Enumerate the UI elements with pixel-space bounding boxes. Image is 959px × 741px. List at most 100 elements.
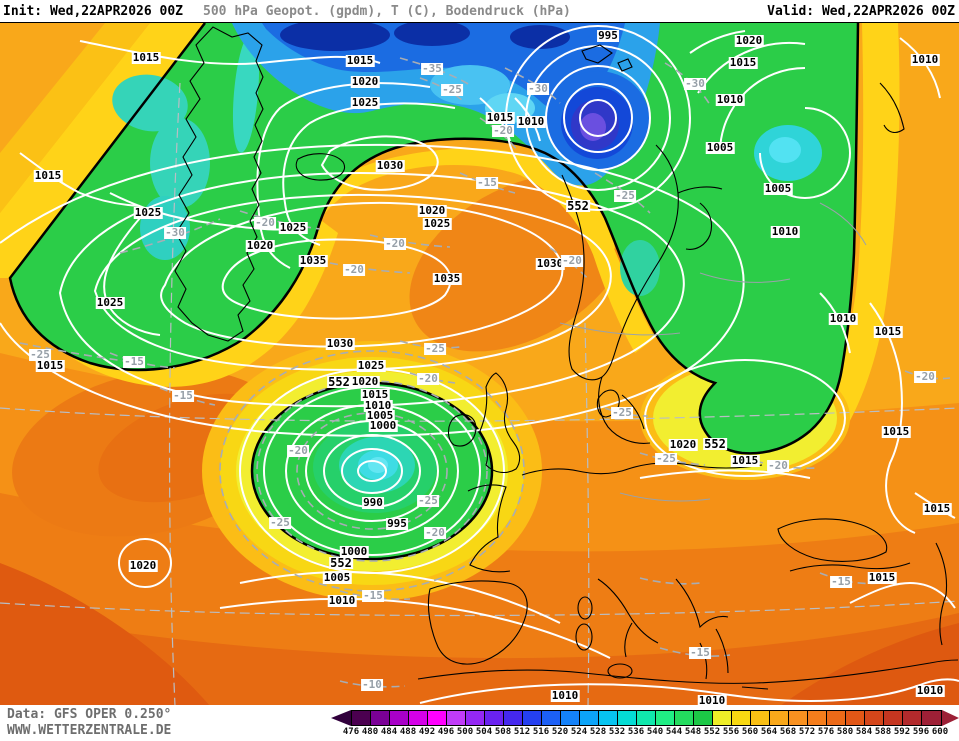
- data-source: Data: GFS OPER 0.250°: [7, 707, 172, 722]
- temperature-contour-label: -25: [29, 348, 51, 361]
- temperature-contour-label: -15: [362, 589, 384, 602]
- colorbar-swatch: [846, 711, 865, 725]
- colorbar-swatch: [675, 711, 694, 725]
- colorbar-swatch: [789, 711, 808, 725]
- pressure-contour-label: 1010: [697, 694, 727, 707]
- map-area: 1015 1015 1020 1025 995 1020 1015 1010 1010 1015 1…: [0, 22, 959, 707]
- colorbar-tick-label: 592: [893, 727, 911, 737]
- pressure-contour-label: 995: [386, 517, 408, 530]
- pressure-contour-label: 1010: [550, 689, 580, 702]
- init-time: Init: Wed,22APR2026 00Z: [3, 3, 184, 19]
- colorbar-swatch: [428, 711, 447, 725]
- temperature-contour-label: -20: [767, 459, 789, 472]
- pressure-contour-label: 1025: [133, 206, 163, 219]
- pressure-contour-label: 1000: [368, 419, 398, 432]
- website-url: WWW.WETTERZENTRALE.DE: [7, 723, 172, 738]
- pressure-contour-label: 1015: [360, 388, 390, 401]
- colorbar-tick-label: 560: [741, 727, 759, 737]
- temperature-contour-label: -10: [361, 678, 383, 691]
- temperature-contour-label: -25: [614, 189, 636, 202]
- colorbar-right-arrow-icon: [942, 710, 959, 726]
- colorbar-swatch: [922, 711, 941, 725]
- colorbar-swatch: [447, 711, 466, 725]
- colorbar-tick-label: 540: [646, 727, 664, 737]
- colorbar-tick-label: 484: [380, 727, 398, 737]
- pressure-contour-label: 1005: [322, 571, 352, 584]
- colorbar-tick-label: 476: [342, 727, 360, 737]
- pressure-contour-label: 1020: [734, 34, 764, 47]
- valid-time: Valid: Wed,22APR2026 00Z: [767, 3, 955, 19]
- pressure-contour-label: 1010: [910, 53, 940, 66]
- colorbar-swatch: [865, 711, 884, 725]
- colorbar-tick-label: 508: [494, 727, 512, 737]
- pressure-contour-label: 1000: [339, 545, 369, 558]
- geopotential-colorbar: 476 480 484 488 492 496 500 504 508 512 516 520 524 5…: [331, 710, 959, 740]
- temperature-contour-label: -30: [684, 77, 706, 90]
- pressure-contour-label: 1020: [417, 204, 447, 217]
- colorbar-tick-label: 596: [912, 727, 930, 737]
- pressure-contour-label: 1010: [327, 594, 357, 607]
- temperature-contour-label: -25: [441, 83, 463, 96]
- colorbar-swatch-row: [331, 710, 959, 726]
- pressure-contour-label: 1010: [715, 93, 745, 106]
- pressure-contour-label: 1030: [325, 337, 355, 350]
- temperature-contour-label: -15: [123, 355, 145, 368]
- colorbar-tick-label: 492: [418, 727, 436, 737]
- colorbar-swatch: [504, 711, 523, 725]
- pressure-contour-label: 1025: [356, 359, 386, 372]
- pressure-contour-label: 990: [362, 496, 384, 509]
- temperature-contour-label: -25: [417, 494, 439, 507]
- pressure-contour-label: 1015: [728, 56, 758, 69]
- pressure-contour-label: 1035: [432, 272, 462, 285]
- temperature-contour-label: -20: [424, 526, 446, 539]
- colorbar-tick-label: 480: [361, 727, 379, 737]
- temperature-contour-label: -15: [476, 176, 498, 189]
- temperature-contour-label: -20: [343, 263, 365, 276]
- pressure-contour-label: 1015: [873, 325, 903, 338]
- pressure-contour-label: 1010: [516, 115, 546, 128]
- pressure-contour-label: 1025: [422, 217, 452, 230]
- pressure-contour-label: 1025: [95, 296, 125, 309]
- colorbar-tick-label: 488: [399, 727, 417, 737]
- colorbar-swatch: [409, 711, 428, 725]
- pressure-contour-label: 1020: [128, 559, 158, 572]
- colorbar-tick-label: 520: [551, 727, 569, 737]
- weather-map-canvas: [0, 23, 959, 706]
- temperature-contour-label: -20: [561, 254, 583, 267]
- colorbar-swatch: [599, 711, 618, 725]
- pressure-contour-label: 1010: [363, 399, 393, 412]
- colorbar-tick-label: 548: [684, 727, 702, 737]
- colorbar-tick-label: 528: [589, 727, 607, 737]
- colorbar-tick-label: 576: [817, 727, 835, 737]
- colorbar-swatch: [770, 711, 789, 725]
- colorbar-swatch: [390, 711, 409, 725]
- temperature-contour-label: -25: [269, 516, 291, 529]
- pressure-contour-label: 1020: [350, 75, 380, 88]
- colorbar-swatch: [637, 711, 656, 725]
- temperature-contour-label: -15: [830, 575, 852, 588]
- contour-labels-layer: 1015 1015 1020 1025 995 1020 1015 1010 1010 1015 1…: [0, 23, 959, 707]
- pressure-contour-label: 1025: [350, 96, 380, 109]
- pressure-contour-label: 1015: [867, 571, 897, 584]
- colorbar-swatch: [542, 711, 561, 725]
- colorbar-swatch: [808, 711, 827, 725]
- pressure-contour-label: 1030: [535, 257, 565, 270]
- pressure-contour-label: 1035: [298, 254, 328, 267]
- pressure-contour-label: 1015: [881, 425, 911, 438]
- colorbar-swatch: [371, 711, 390, 725]
- pressure-contour-label: 1005: [763, 182, 793, 195]
- temperature-contour-label: -20: [914, 370, 936, 383]
- pressure-contour-label: 1010: [915, 684, 945, 697]
- colorbar-swatch: [732, 711, 751, 725]
- colorbar-tick-label: 524: [570, 727, 588, 737]
- colorbar-tick-label: 584: [855, 727, 873, 737]
- temperature-contour-label: -15: [689, 646, 711, 659]
- colorbar-tick-label: 500: [456, 727, 474, 737]
- temperature-contour-label: -25: [655, 452, 677, 465]
- colorbar-tick-label: 588: [874, 727, 892, 737]
- colorbar-swatch: [884, 711, 903, 725]
- chart-title: 500 hPa Geopot. (gpdm), T (C), Bodendruc…: [203, 3, 571, 19]
- colorbar-swatch: [713, 711, 732, 725]
- colorbar-swatch: [523, 711, 542, 725]
- pressure-contour-label: 1030: [375, 159, 405, 172]
